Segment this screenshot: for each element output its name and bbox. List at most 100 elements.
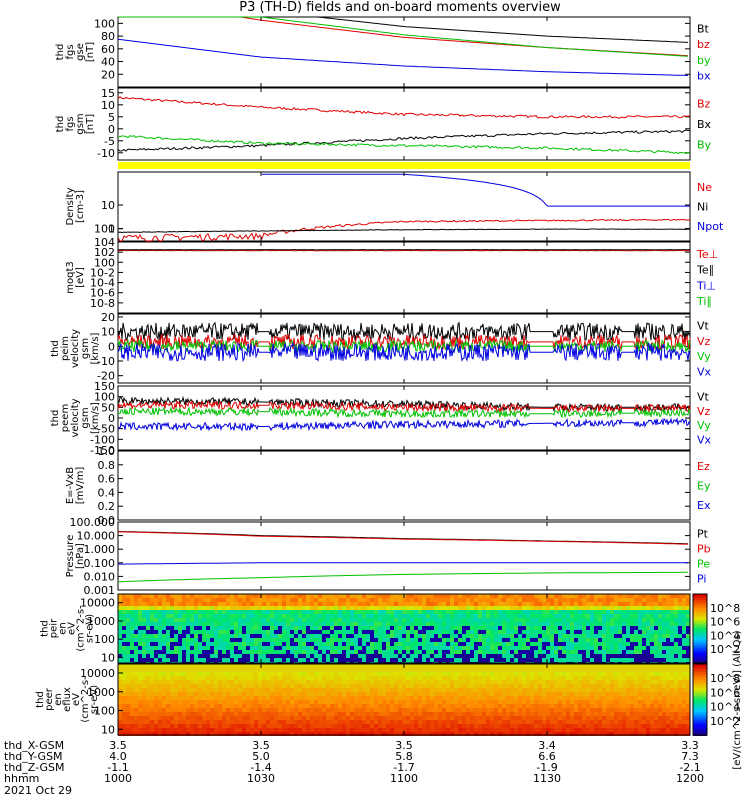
y-axis-label: Pressure [65,535,76,578]
y-axis-label: Density [65,187,76,225]
y-axis-label: eV [67,622,78,635]
ephemeris-label: thd_Z-GSM [4,761,64,774]
colorbar-cell [693,612,707,614]
colorbar-cell [693,596,707,598]
colorbar-cell [693,712,707,714]
series-pb-line [117,531,689,545]
colorbar-cell [693,666,707,668]
ephemeris-value: 4.0 [109,750,127,763]
y-tick-label: 1000 [87,686,115,699]
legend-ti: Ti∥ [696,295,712,308]
y-tick-label: -10 [97,355,115,368]
colorbar-cell [693,672,707,674]
colorbar-cell [693,614,707,616]
panel-frame [117,16,691,88]
series-pe-line [117,571,688,583]
y-tick-label: 104 [94,236,115,249]
colorbar-cell [693,624,707,626]
ephemeris-value: 1200 [676,772,704,785]
y-axis-label: gsm [75,113,86,134]
y-tick-label: 10 [101,652,115,665]
y-axis-label: thd [55,116,66,133]
y-tick-label: 100 [94,705,115,718]
y-tick-label: 0.001 [84,584,116,597]
colorbar-cell [693,610,707,612]
y-axis-label: [nT] [85,114,96,134]
series-ne-line [117,218,691,242]
colorbar-cell [693,720,707,722]
colorbar-label: [eV/(cm^2-s-sr-eV)] (All Qs) [732,630,743,769]
y-tick-label: -50 [97,423,115,436]
colorbar-cell [693,732,707,734]
y-tick-label: 0.6 [98,473,116,486]
y-axis-label: thd [50,410,61,427]
y-tick-label: 0.8 [98,459,116,472]
legend-vx: Vx [697,366,712,379]
y-tick-label: 10000 [80,597,115,610]
y-tick-label: 1.0 [98,445,116,458]
y-tick-label: 100.000 [70,516,116,529]
y-axis-label: thd [55,44,66,61]
y-tick-label: 40 [101,56,115,69]
colorbar-cell [693,658,707,660]
legend-ti: Ti⊥ [696,279,716,292]
ephemeris-value: -2.1 [679,761,700,774]
y-tick-label: 100 [94,391,115,404]
y-axis-label: velocity [70,329,81,368]
colorbar-cell [693,632,707,634]
colorbar-cell [693,638,707,640]
colorbar-cell [693,646,707,648]
y-tick-label: 80 [101,30,115,43]
legend-ex: Ex [697,499,711,512]
colorbar-cell [693,668,707,670]
y-axis-label: gsm [80,407,91,428]
legend-pi: Pi [697,573,706,586]
y-axis-label: gse [75,43,86,61]
series-by-line [117,135,691,155]
colorbar-cell [693,664,707,666]
y-axis-label: [eV] [75,267,86,288]
colorbar-cell [693,726,707,728]
colorbar-cell [693,680,707,682]
panel-frame [117,450,691,521]
series-vy-line [117,406,691,419]
y-tick-label: -150 [90,444,115,457]
y-tick-label: 1 [108,223,115,236]
colorbar-cell [693,606,707,608]
quality-flag-bar [118,162,690,169]
y-axis-label: eV [71,693,82,706]
series-bx-line [117,129,691,152]
y-tick-label: 100 [94,17,115,30]
colorbar-cell [693,700,707,702]
legend-vz: Vz [697,405,711,418]
y-tick-label: -10 [97,147,115,160]
colorbar-cell [693,598,707,600]
y-axis-label: thd [40,620,51,637]
y-tick-label: 10 [101,99,115,112]
legend-vt: Vt [697,391,710,404]
colorbar-cell [693,684,707,686]
panel-frame [117,241,691,314]
ephemeris-value: 3.5 [109,739,127,752]
colorbar-tick-label: 10^2 [710,643,740,656]
y-tick-label: 0.0 [98,514,116,527]
colorbar-cell [693,718,707,720]
y-axis-label: [mV/m] [75,467,86,505]
ephemeris-value: -1.1 [107,761,128,774]
y-axis-label: sr-eV) [89,685,100,714]
colorbar-cell [693,648,707,650]
y-axis-label: [nT] [85,42,96,62]
legend-vt: Vt [697,320,710,333]
colorbar-tick-label: 10^6 [710,686,740,699]
colorbar-cell [693,600,707,602]
colorbar-cell [693,702,707,704]
y-tick-label: -20 [97,370,115,383]
legend-bt: Bt [697,23,710,36]
y-tick-label: 50 [101,401,115,414]
ephemeris-label: hhmm [4,772,39,785]
y-axis-label: E=-VxB [65,467,76,504]
colorbar-cell [693,676,707,678]
legend-te: Te∥ [696,264,714,277]
ephemeris-value: 6.6 [538,750,556,763]
y-axis-label: (cm^2-s- [76,605,87,652]
